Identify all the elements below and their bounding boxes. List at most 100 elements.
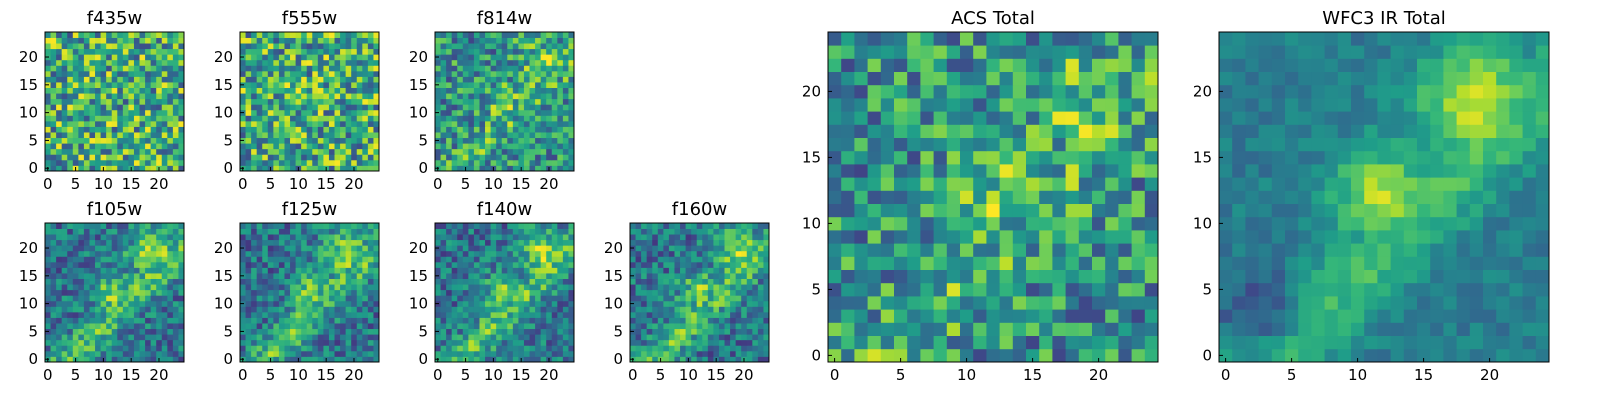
heatmap-cell — [67, 339, 74, 346]
heatmap-cell — [462, 278, 469, 285]
heatmap-cell — [67, 356, 74, 363]
heatmap-cell — [435, 289, 441, 296]
heatmap-cell — [501, 43, 508, 50]
heatmap-cell — [72, 120, 79, 127]
heatmap-cell — [986, 335, 1000, 350]
heatmap-cell — [139, 37, 146, 44]
heatmap-cell — [178, 245, 185, 252]
heatmap-cell — [557, 250, 564, 257]
heatmap-cell — [1078, 216, 1093, 231]
heatmap-cell — [240, 345, 246, 352]
heatmap-cell — [56, 311, 63, 318]
heatmap-cell — [95, 93, 101, 100]
heatmap-cell — [462, 311, 469, 318]
heatmap-cell — [106, 76, 113, 83]
heatmap-cell — [668, 295, 675, 302]
heatmap-cell — [551, 345, 558, 352]
heatmap-cell — [373, 154, 380, 161]
heatmap-cell — [100, 82, 107, 88]
heatmap-cell — [95, 223, 101, 229]
heatmap-cell — [367, 261, 374, 268]
heatmap-cell — [128, 159, 135, 166]
heatmap-cell — [139, 126, 146, 133]
heatmap-cell — [340, 328, 347, 335]
heatmap-cell — [367, 126, 374, 133]
y-tick-label: 5 — [418, 322, 428, 340]
heatmap-cell — [290, 350, 296, 357]
heatmap-cell — [523, 148, 530, 155]
heatmap-cell — [89, 59, 96, 66]
heatmap-cell — [540, 223, 547, 229]
heatmap-cell — [245, 228, 252, 235]
heatmap-cell — [496, 317, 503, 324]
heatmap-cell — [757, 317, 764, 324]
heatmap-cell — [95, 43, 101, 50]
heatmap-cell — [301, 148, 308, 155]
heatmap-cell — [446, 245, 453, 252]
heatmap-cell — [535, 159, 542, 166]
heatmap-cell — [83, 289, 90, 296]
heatmap-cell — [702, 256, 709, 263]
heatmap-cell — [457, 317, 464, 324]
heatmap-cell — [267, 104, 274, 111]
heatmap-cell — [351, 284, 358, 291]
heatmap-cell — [373, 59, 380, 66]
heatmap-cell — [328, 120, 335, 127]
heatmap-cell — [172, 126, 179, 133]
heatmap-cell — [145, 250, 152, 257]
heatmap-cell — [267, 284, 274, 291]
heatmap-cell — [641, 245, 648, 252]
heatmap-cell — [150, 273, 157, 279]
heatmap-cell — [562, 32, 569, 38]
heatmap-cell — [529, 278, 536, 285]
heatmap-cell — [507, 223, 514, 229]
heatmap-cell — [1131, 230, 1146, 244]
heatmap-cell — [490, 295, 497, 302]
heatmap-cell — [546, 126, 553, 133]
heatmap-cell — [156, 323, 163, 330]
heatmap-cell — [641, 323, 648, 330]
heatmap-cell — [546, 104, 553, 111]
heatmap-cell — [340, 245, 347, 252]
heatmap-cell — [312, 306, 319, 313]
heatmap-cell — [317, 223, 324, 229]
heatmap-cell — [139, 250, 146, 257]
heatmap-cell — [435, 154, 441, 161]
heatmap-cell — [457, 120, 464, 127]
heatmap-cell — [290, 137, 296, 144]
heatmap-cell — [340, 37, 347, 44]
heatmap-cell — [674, 334, 681, 341]
heatmap-cell — [83, 323, 90, 330]
heatmap-cell — [317, 143, 324, 150]
heatmap-cell — [100, 339, 107, 346]
heatmap-cell — [240, 239, 246, 246]
heatmap-cell — [145, 65, 152, 72]
heatmap-cell — [523, 278, 530, 285]
heatmap-cell — [161, 261, 168, 268]
heatmap-cell — [867, 296, 882, 310]
heatmap-cell — [178, 165, 185, 172]
heatmap-cell — [290, 328, 296, 335]
heatmap-cell — [262, 65, 269, 72]
heatmap-cell — [117, 143, 124, 150]
heatmap-cell — [161, 93, 168, 100]
heatmap-cell — [56, 323, 63, 330]
heatmap-cell — [273, 104, 280, 111]
heatmap-cell — [334, 65, 341, 72]
heatmap-cell — [340, 165, 347, 172]
heatmap-cell — [557, 87, 564, 94]
heatmap-cell — [256, 267, 263, 274]
heatmap-cell — [557, 59, 564, 66]
heatmap-cell — [752, 356, 759, 363]
heatmap-cell — [150, 261, 157, 268]
heatmap-cell — [999, 335, 1014, 350]
heatmap-cell — [50, 278, 57, 285]
heatmap-cell — [240, 70, 246, 77]
heatmap-cell — [351, 256, 358, 263]
heatmap-cell — [512, 339, 519, 346]
heatmap-cell — [251, 278, 258, 285]
heatmap-cell — [161, 148, 168, 155]
heatmap-cell — [356, 250, 363, 257]
heatmap-cell — [630, 256, 636, 263]
heatmap-cell — [306, 132, 313, 139]
